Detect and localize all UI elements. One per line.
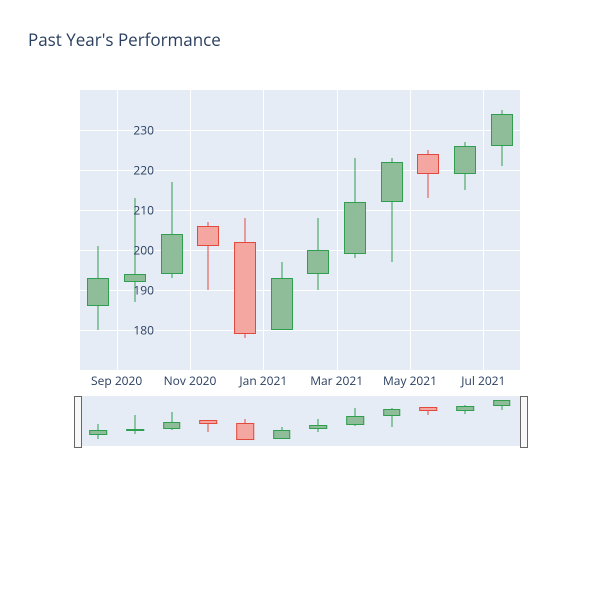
mini-candle-wick xyxy=(135,415,136,434)
mini-candle-body xyxy=(236,423,254,439)
candle-body xyxy=(161,234,183,274)
candle-body xyxy=(491,114,513,146)
y-tick-label: 230 xyxy=(114,122,154,139)
chart-title: Past Year's Performance xyxy=(28,28,221,51)
candle-body xyxy=(307,250,329,274)
gridline-v xyxy=(190,90,191,370)
y-tick-label: 180 xyxy=(114,322,154,339)
mini-candle-body xyxy=(346,416,364,425)
candle-body xyxy=(381,162,403,202)
x-tick-label: Jan 2021 xyxy=(239,372,287,389)
candle-body xyxy=(234,242,256,334)
x-tick-label: Mar 2021 xyxy=(310,372,363,389)
mini-candle-body xyxy=(383,409,401,416)
gridline-v xyxy=(337,90,338,370)
gridline-v xyxy=(483,90,484,370)
mini-candle-body xyxy=(163,422,181,429)
y-tick-label: 190 xyxy=(114,282,154,299)
mini-candle-body xyxy=(273,430,291,439)
range-selector-chart[interactable] xyxy=(80,396,520,446)
candle-body xyxy=(454,146,476,174)
mini-candle-body xyxy=(456,406,474,411)
mini-candle-body xyxy=(310,425,328,429)
range-handle-left[interactable] xyxy=(74,396,82,448)
candle-body xyxy=(197,226,219,246)
x-tick-label: Sep 2020 xyxy=(91,372,142,389)
mini-candle-body xyxy=(420,407,438,411)
mini-candle-body xyxy=(200,420,218,424)
mini-candle-body xyxy=(126,429,144,431)
mini-candle-body xyxy=(90,430,108,435)
y-tick-label: 220 xyxy=(114,162,154,179)
x-tick-label: Nov 2020 xyxy=(164,372,217,389)
x-tick-label: May 2021 xyxy=(383,372,437,389)
x-tick-label: Jul 2021 xyxy=(461,372,505,389)
range-handle-right[interactable] xyxy=(520,396,528,448)
candle-body xyxy=(271,278,293,330)
candle-body xyxy=(344,202,366,254)
y-tick-label: 210 xyxy=(114,202,154,219)
mini-candle-body xyxy=(493,400,511,406)
gridline-v xyxy=(410,90,411,370)
y-tick-label: 200 xyxy=(114,242,154,259)
candle-body xyxy=(417,154,439,174)
gridline-v xyxy=(263,90,264,370)
candle-body xyxy=(87,278,109,306)
